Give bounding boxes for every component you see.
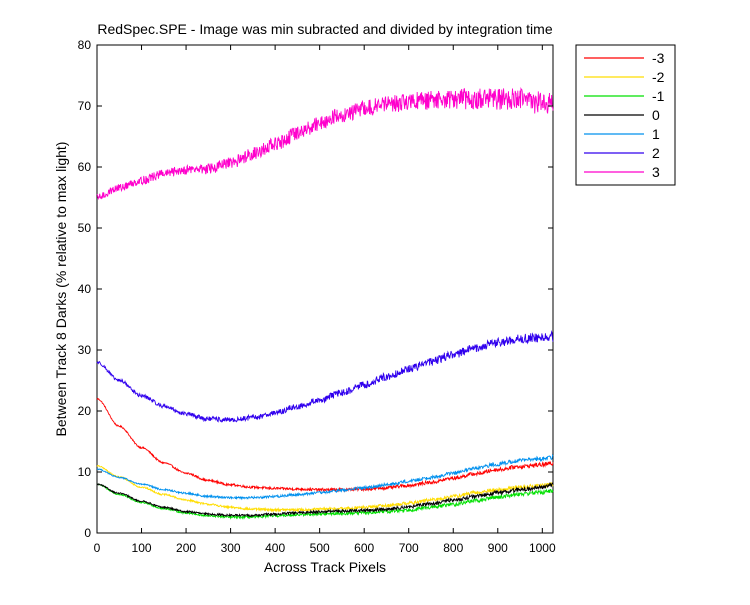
- legend-label--2: -2: [652, 69, 665, 85]
- x-axis-ticks: 0 100 200 300 400 500 600 700 800 900 1000: [94, 45, 556, 555]
- series-line--2: [96, 464, 554, 513]
- legend-label--1: -1: [652, 88, 665, 104]
- y-tick-label: 70: [78, 99, 92, 113]
- x-tick-label: 1000: [529, 541, 556, 555]
- x-tick-label: 200: [176, 541, 196, 555]
- series-line-0: [96, 482, 554, 518]
- x-tick-label: 100: [132, 541, 152, 555]
- legend-label-1: 1: [652, 126, 660, 142]
- legend: -3 -2 -1 0 1 2 3: [575, 44, 676, 186]
- y-tick-label: 20: [78, 404, 92, 418]
- y-axis-label: Between Track 8 Darks (% relative to max…: [53, 142, 69, 437]
- x-tick-label: 400: [265, 541, 285, 555]
- y-tick-label: 60: [78, 160, 92, 174]
- series-line--3: [96, 397, 554, 493]
- legend-label-3: 3: [652, 164, 660, 180]
- x-tick-label: 800: [443, 541, 463, 555]
- series-line-2: [96, 329, 554, 423]
- y-axis-ticks: 0 10 20 30 40 50 60 70 80: [78, 38, 553, 540]
- x-tick-label: 300: [221, 541, 241, 555]
- x-tick-label: 700: [399, 541, 419, 555]
- series-line-3: [96, 87, 554, 201]
- x-tick-label: 900: [488, 541, 508, 555]
- legend-label-2: 2: [652, 145, 660, 161]
- y-tick-label: 30: [78, 343, 92, 357]
- chart-title: RedSpec.SPE - Image was min subracted an…: [97, 21, 552, 37]
- y-tick-label: 10: [78, 465, 92, 479]
- y-tick-label: 40: [78, 282, 92, 296]
- series-line-1: [96, 453, 554, 501]
- x-tick-label: 0: [94, 541, 101, 555]
- x-tick-label: 600: [354, 541, 374, 555]
- legend-label--3: -3: [652, 50, 665, 66]
- series-layer: [96, 87, 554, 520]
- y-tick-label: 50: [78, 221, 92, 235]
- x-axis-label: Across Track Pixels: [264, 559, 386, 575]
- y-tick-label: 80: [78, 38, 92, 52]
- x-tick-label: 500: [310, 541, 330, 555]
- legend-label-0: 0: [652, 107, 660, 123]
- y-tick-label: 0: [84, 526, 91, 540]
